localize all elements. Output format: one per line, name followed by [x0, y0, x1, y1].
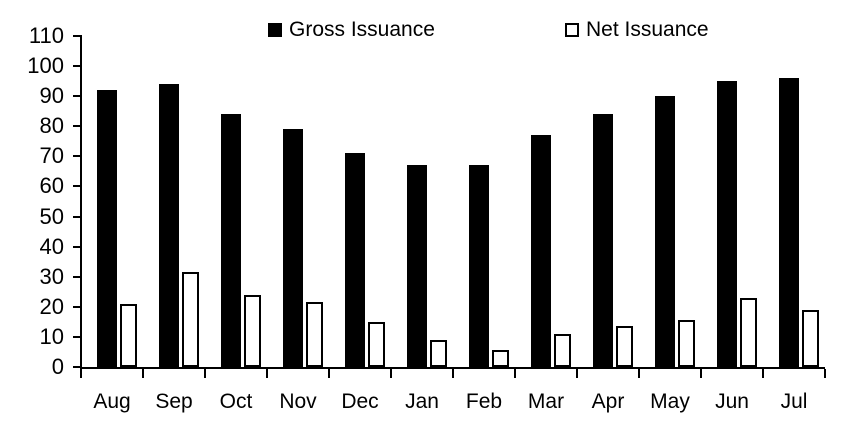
bar-net-dec: [368, 321, 385, 367]
gross-issuance-swatch-icon: [268, 23, 282, 37]
y-tick-label: 70: [39, 143, 64, 169]
x-axis-tick: [576, 369, 578, 378]
legend-item-net-issuance: Net Issuance: [565, 16, 709, 44]
bar-net-oct: [244, 294, 261, 367]
bar-gross-dec: [345, 153, 365, 367]
bar-gross-nov: [283, 129, 303, 367]
month-label-jan: Jan: [405, 390, 439, 413]
y-axis-line: [80, 35, 82, 369]
x-axis-tick: [700, 369, 702, 378]
month-label-apr: Apr: [591, 390, 625, 413]
y-tick-label: 0: [51, 354, 64, 379]
y-axis-tick: [73, 335, 81, 338]
y-tick-label: 10: [39, 323, 64, 349]
bar-gross-feb: [469, 165, 489, 367]
y-axis-tick: [73, 366, 81, 368]
bar-gross-sep: [159, 84, 179, 367]
x-axis-line: [80, 367, 825, 369]
y-tick-label: 60: [39, 173, 64, 199]
bar-gross-apr: [593, 114, 613, 367]
y-tick-label: 80: [39, 113, 64, 139]
x-axis-tick: [762, 369, 764, 378]
month-label-mar: Mar: [527, 390, 565, 413]
x-axis-tick: [514, 369, 516, 378]
y-tick-label: 100: [27, 53, 64, 79]
x-axis-tick: [328, 369, 330, 378]
y-axis-tick: [73, 215, 81, 218]
y-axis-tick: [73, 95, 81, 98]
x-axis-tick: [204, 369, 206, 378]
month-label-feb: Feb: [465, 390, 503, 413]
legend-label-gross-issuance: Gross Issuance: [289, 18, 435, 41]
month-label-nov: Nov: [279, 390, 317, 413]
y-axis-tick: [73, 155, 81, 158]
month-label-aug: Aug: [93, 390, 131, 413]
y-tick-label: 50: [39, 203, 64, 229]
bar-net-nov: [306, 302, 323, 367]
x-axis-tick: [142, 369, 144, 378]
legend-label-net-issuance: Net Issuance: [586, 18, 709, 41]
x-axis-tick: [80, 369, 82, 378]
bar-net-jul: [802, 309, 819, 367]
month-label-jun: Jun: [715, 390, 749, 413]
y-tick-label: 20: [39, 293, 64, 319]
bar-gross-mar: [531, 135, 551, 367]
month-label-oct: Oct: [219, 390, 253, 413]
bar-gross-jan: [407, 165, 427, 367]
month-label-dec: Dec: [341, 390, 379, 413]
y-axis-tick: [73, 125, 81, 128]
bar-gross-aug: [97, 90, 117, 367]
month-label-may: May: [650, 390, 690, 413]
net-issuance-swatch-icon: [565, 23, 579, 37]
y-tick-label: 30: [39, 263, 64, 289]
bar-net-mar: [554, 333, 571, 367]
bar-net-aug: [120, 303, 137, 367]
bar-gross-oct: [221, 114, 241, 367]
month-label-sep: Sep: [155, 390, 193, 413]
x-axis-tick: [824, 369, 826, 378]
y-axis-tick: [73, 275, 81, 278]
x-axis-tick: [452, 369, 454, 378]
bar-net-jan: [430, 339, 447, 367]
month-label-jul: Jul: [780, 390, 808, 413]
bar-gross-may: [655, 96, 675, 367]
x-axis-tick: [390, 369, 392, 378]
y-axis-tick: [73, 65, 81, 68]
bar-gross-jun: [717, 81, 737, 367]
bar-net-jun: [740, 297, 757, 367]
bar-net-apr: [616, 326, 633, 367]
bar-net-sep: [182, 272, 199, 367]
legend-item-gross-issuance: Gross Issuance: [268, 16, 435, 44]
bar-net-may: [678, 320, 695, 367]
bar-net-feb: [492, 350, 509, 367]
y-tick-label: 110: [28, 23, 64, 48]
y-axis-tick: [73, 245, 81, 248]
y-axis-tick: [73, 35, 81, 37]
bar-gross-jul: [779, 78, 799, 367]
y-axis-tick: [73, 305, 81, 308]
x-axis-tick: [266, 369, 268, 378]
y-tick-label: 90: [39, 83, 64, 109]
y-axis-tick: [73, 185, 81, 188]
x-axis-tick: [638, 369, 640, 378]
y-tick-label: 40: [39, 233, 64, 259]
